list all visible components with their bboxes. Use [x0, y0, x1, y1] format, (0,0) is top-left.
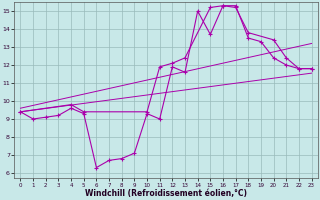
- X-axis label: Windchill (Refroidissement éolien,°C): Windchill (Refroidissement éolien,°C): [85, 189, 247, 198]
